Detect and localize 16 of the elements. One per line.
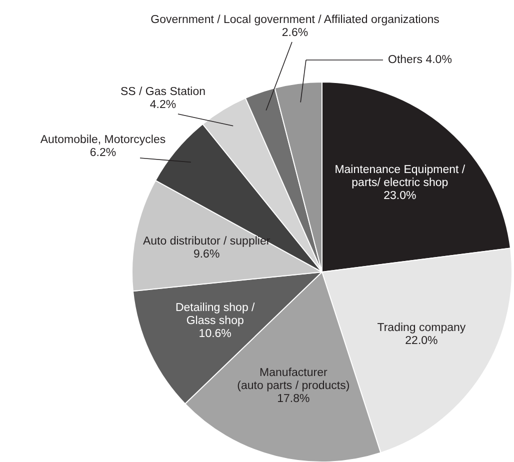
data-label: 2.6% — [282, 27, 308, 39]
data-label: 22.0% — [405, 335, 438, 348]
data-label: 10.6% — [198, 328, 232, 340]
data-label: 17.8% — [277, 392, 310, 405]
data-label: 4.2% — [150, 99, 176, 111]
slice-label: Trading company — [377, 322, 466, 334]
slice-label: Manufacturer (auto parts / products) — [237, 366, 350, 392]
slice-label: Automobile, Motorcycles — [40, 134, 166, 146]
slice-label: Detailing shop / Glass shop — [175, 302, 256, 327]
slice-label: Government / Local government / Affiliated organizations — [150, 14, 440, 26]
data-label: 6.2% — [90, 147, 116, 159]
data-label: 23.0% — [384, 190, 416, 202]
slice-label: Maintenance Equipment / parts/ electric shop — [334, 164, 466, 190]
data-label: 9.6% — [193, 248, 220, 260]
slice-label: Others 4.0% — [388, 54, 452, 66]
slice-label: SS / Gas Station — [120, 86, 206, 98]
